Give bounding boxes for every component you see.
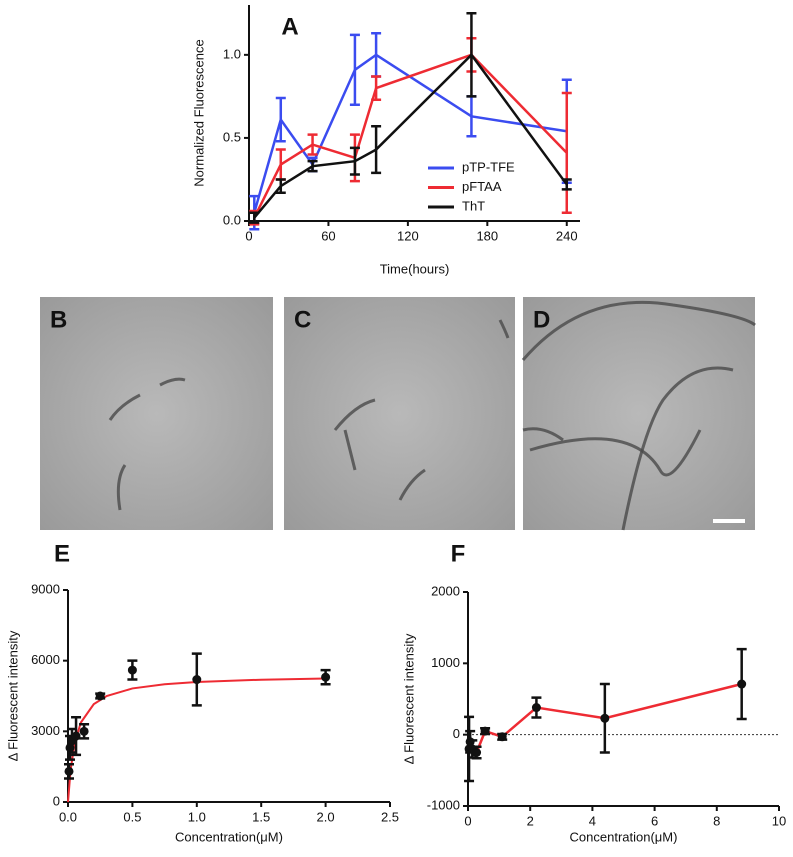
fibril [621, 366, 734, 531]
x-tick-label: 60 [321, 228, 335, 243]
micrograph [284, 297, 515, 530]
data-point [192, 675, 202, 685]
y-tick-label: 0 [53, 793, 60, 808]
panel-label: D [533, 306, 550, 333]
error-bar [275, 96, 286, 143]
y-tick-label: 9000 [31, 581, 60, 596]
data-point [79, 726, 89, 736]
axes [467, 592, 779, 807]
y-tick-label: 0 [453, 726, 460, 741]
error-bar [349, 33, 360, 106]
fibril [398, 468, 426, 501]
data-point [480, 726, 490, 736]
x-axis-label: Concentration(μM) [175, 829, 283, 844]
error-bar [249, 211, 260, 224]
data-point [600, 713, 610, 723]
data-point [531, 703, 541, 713]
panel-label: B [50, 306, 67, 333]
axes [67, 590, 390, 803]
scale-bar [713, 519, 745, 523]
micrograph [523, 297, 755, 530]
y-tick-label: 2000 [431, 583, 460, 598]
x-tick-label: 0.0 [59, 809, 77, 824]
y-tick-label: -1000 [427, 797, 460, 812]
legend-label: pFTAA [462, 179, 502, 194]
series-line [253, 53, 567, 214]
y-tick-label: 1.0 [223, 46, 241, 61]
fibril [333, 398, 376, 471]
legend-label: pTP-TFE [462, 159, 515, 174]
series-line [253, 52, 568, 219]
error-bar [307, 159, 318, 173]
x-axis-label: Concentration(μM) [570, 829, 678, 844]
y-tick-label: 6000 [31, 652, 60, 667]
y-axis-label: Δ Fluorescent intensity [5, 630, 20, 761]
micrograph [40, 297, 273, 530]
x-tick-label: 240 [556, 228, 578, 243]
fibril [108, 393, 141, 421]
fibril [522, 427, 564, 442]
x-tick-label: 6 [651, 813, 658, 828]
fibril [529, 429, 702, 477]
y-tick-label: 3000 [31, 723, 60, 738]
error-bar [561, 91, 572, 214]
error-bar [466, 12, 477, 98]
fibril [498, 319, 510, 339]
x-tick-label: 2 [527, 813, 534, 828]
data-point [472, 748, 482, 757]
panel-label: A [281, 13, 298, 40]
x-tick-label: 4 [589, 813, 596, 828]
fibril [521, 300, 756, 361]
error-bar [371, 31, 382, 78]
x-tick-label: 0 [245, 228, 252, 243]
data-point [127, 665, 137, 675]
data-point [497, 732, 507, 742]
error-bar [275, 148, 286, 181]
y-tick-label: 0.0 [223, 212, 241, 227]
error-bar [307, 133, 318, 156]
y-axis-label: Δ Fluorescent intensity [401, 633, 416, 764]
error-bar [371, 125, 382, 175]
data-point [64, 766, 74, 776]
x-tick-label: 120 [397, 228, 419, 243]
x-tick-label: 1.0 [188, 809, 206, 824]
x-tick-label: 0.5 [123, 809, 141, 824]
data-point [71, 731, 81, 741]
x-tick-label: 2.5 [381, 809, 399, 824]
error-bar [371, 75, 382, 101]
data-point [95, 691, 105, 701]
fibril [159, 377, 186, 387]
x-tick-label: 180 [476, 228, 498, 243]
x-tick-label: 0 [464, 813, 471, 828]
error-bar [275, 178, 286, 195]
error-bar [349, 146, 360, 176]
error-bar [561, 178, 572, 191]
y-tick-label: 1000 [431, 655, 460, 670]
legend-label: ThT [462, 198, 485, 213]
series-line [253, 53, 568, 219]
x-tick-label: 1.5 [252, 809, 270, 824]
x-tick-label: 2.0 [317, 809, 335, 824]
y-tick-label: 0.5 [223, 129, 241, 144]
x-tick-label: 10 [772, 813, 786, 828]
panel-label: F [451, 540, 466, 567]
panel-label: E [54, 540, 70, 567]
data-point [321, 672, 331, 682]
y-axis-label: Normalized Fluorescence [191, 39, 206, 186]
x-tick-label: 8 [713, 813, 720, 828]
panel-label: C [294, 306, 311, 333]
x-axis-label: Time(hours) [380, 261, 450, 276]
fibril [116, 464, 127, 511]
data-point [737, 679, 747, 689]
